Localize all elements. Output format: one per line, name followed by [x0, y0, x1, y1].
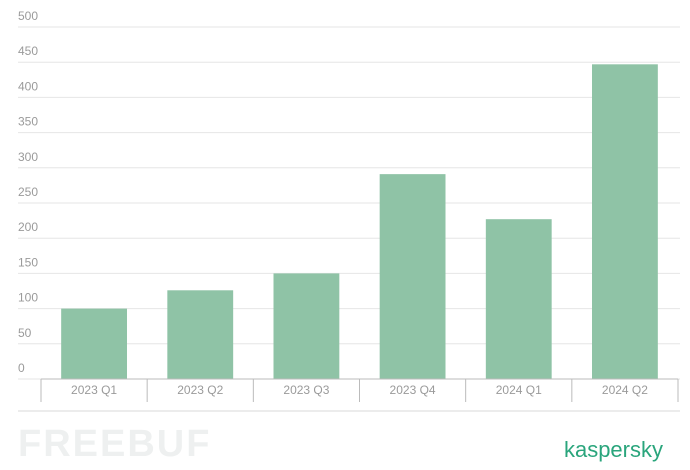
y-tick-label: 500: [18, 9, 38, 23]
x-tick-label: 2023 Q3: [283, 383, 329, 397]
x-tick-label: 2023 Q2: [177, 383, 223, 397]
x-tick-label: 2024 Q1: [496, 383, 542, 397]
y-tick-label: 300: [18, 150, 38, 164]
y-tick-label: 150: [18, 255, 38, 269]
x-tick-label: 2023 Q4: [390, 383, 436, 397]
y-tick-label: 250: [18, 185, 38, 199]
bar: [61, 308, 127, 379]
y-tick-label: 400: [18, 79, 38, 93]
bar: [592, 64, 658, 379]
y-tick-label: 450: [18, 44, 38, 58]
bar: [485, 219, 552, 379]
y-tick-label: 50: [18, 326, 32, 340]
x-tick-label: 2024 Q2: [602, 383, 648, 397]
y-tick-label: 100: [18, 291, 38, 305]
y-tick-label: 0: [18, 361, 25, 375]
bar: [167, 290, 234, 379]
y-tick-label: 200: [18, 220, 38, 234]
brand-logo: kaspersky: [564, 437, 663, 462]
y-tick-label: 350: [18, 115, 38, 129]
bar: [273, 273, 340, 379]
x-tick-label: 2023 Q1: [71, 383, 117, 397]
watermark: FREEBUF: [18, 423, 211, 465]
bar: [379, 174, 446, 379]
